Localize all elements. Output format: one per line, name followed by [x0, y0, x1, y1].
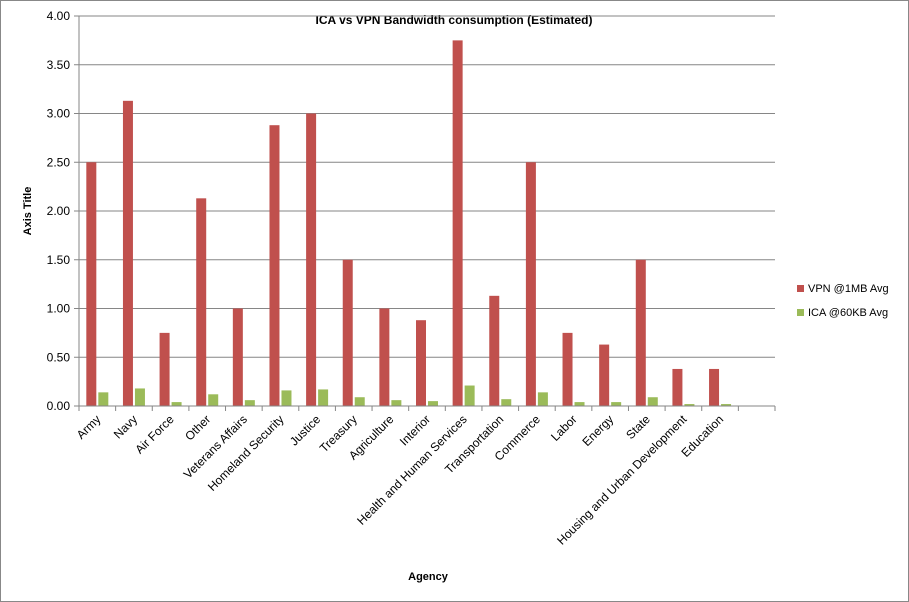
- x-axis-title: Agency: [408, 571, 449, 583]
- x-tick-label: State: [623, 412, 653, 442]
- vpn-bar: [269, 125, 280, 406]
- vpn-bar: [452, 40, 463, 406]
- vpn-bar: [599, 344, 610, 406]
- chart-title: ICA vs VPN Bandwidth consumption (Estima…: [316, 13, 593, 27]
- y-tick-label: 0.50: [47, 350, 71, 364]
- bars: [86, 40, 732, 406]
- y-tick-label: 0.00: [47, 399, 71, 413]
- y-tick-label: 3.00: [47, 107, 71, 121]
- vpn-bar: [489, 295, 500, 406]
- x-tick-label: Air Force: [132, 412, 177, 457]
- ica-bar: [391, 400, 402, 406]
- y-tick-label: 2.50: [47, 155, 71, 169]
- y-axis-ticks: 0.00 0.50 1.00 1.50 2.00 2.50 3.00 3.50 4.00: [47, 9, 79, 413]
- vpn-bar: [232, 308, 243, 406]
- ica-bar: [318, 389, 329, 406]
- y-tick-label: 4.00: [47, 9, 71, 23]
- vpn-bar: [562, 332, 573, 406]
- y-tick-label: 1.50: [47, 253, 71, 267]
- vpn-bar: [709, 368, 720, 406]
- ica-bar: [244, 400, 255, 406]
- x-tick-label: Other: [182, 412, 213, 443]
- ica-bar: [464, 385, 475, 406]
- gridlines: [79, 15, 775, 358]
- vpn-bar: [525, 162, 536, 406]
- x-tick-label: Navy: [111, 412, 140, 441]
- x-axis: [78, 16, 776, 411]
- x-tick-label: Labor: [548, 412, 580, 444]
- ica-bar: [281, 390, 292, 406]
- vpn-bar: [159, 332, 170, 406]
- x-tick-label: Energy: [579, 412, 616, 449]
- legend-swatch: [797, 285, 804, 292]
- ica-bar: [428, 401, 438, 406]
- legend-swatch: [797, 309, 804, 316]
- vpn-bar: [416, 320, 426, 406]
- ica-bar: [611, 402, 622, 406]
- ica-bar: [647, 397, 658, 406]
- y-tick-label: 2.00: [47, 204, 71, 218]
- y-tick-label: 1.00: [47, 302, 71, 316]
- ica-bar: [721, 404, 732, 406]
- ica-bar: [98, 392, 109, 406]
- ica-bar: [684, 404, 695, 406]
- vpn-bar: [379, 308, 390, 406]
- vpn-bar: [122, 100, 133, 406]
- legend-label: VPN @1MB Avg: [808, 283, 889, 295]
- legend-label: ICA @60KB Avg: [808, 307, 888, 319]
- ica-bar: [574, 402, 585, 406]
- ica-bar: [208, 394, 219, 406]
- ica-bar: [134, 388, 145, 406]
- ica-bar: [537, 392, 548, 406]
- y-tick-label: 3.50: [47, 58, 71, 72]
- vpn-bar: [672, 368, 683, 406]
- ica-bar: [501, 399, 512, 406]
- y-axis-title: Axis Title: [22, 187, 34, 236]
- ica-bar: [354, 397, 365, 406]
- vpn-bar: [635, 259, 646, 406]
- vpn-bar: [86, 162, 97, 406]
- legend: VPN @1MB Avg ICA @60KB Avg: [797, 283, 889, 319]
- vpn-bar: [196, 198, 207, 406]
- x-tick-label: Veterans Affairs: [181, 412, 250, 481]
- ica-bar: [171, 402, 182, 406]
- vpn-bar: [306, 113, 317, 406]
- vpn-bar: [342, 259, 353, 406]
- x-tick-label: Army: [74, 412, 104, 442]
